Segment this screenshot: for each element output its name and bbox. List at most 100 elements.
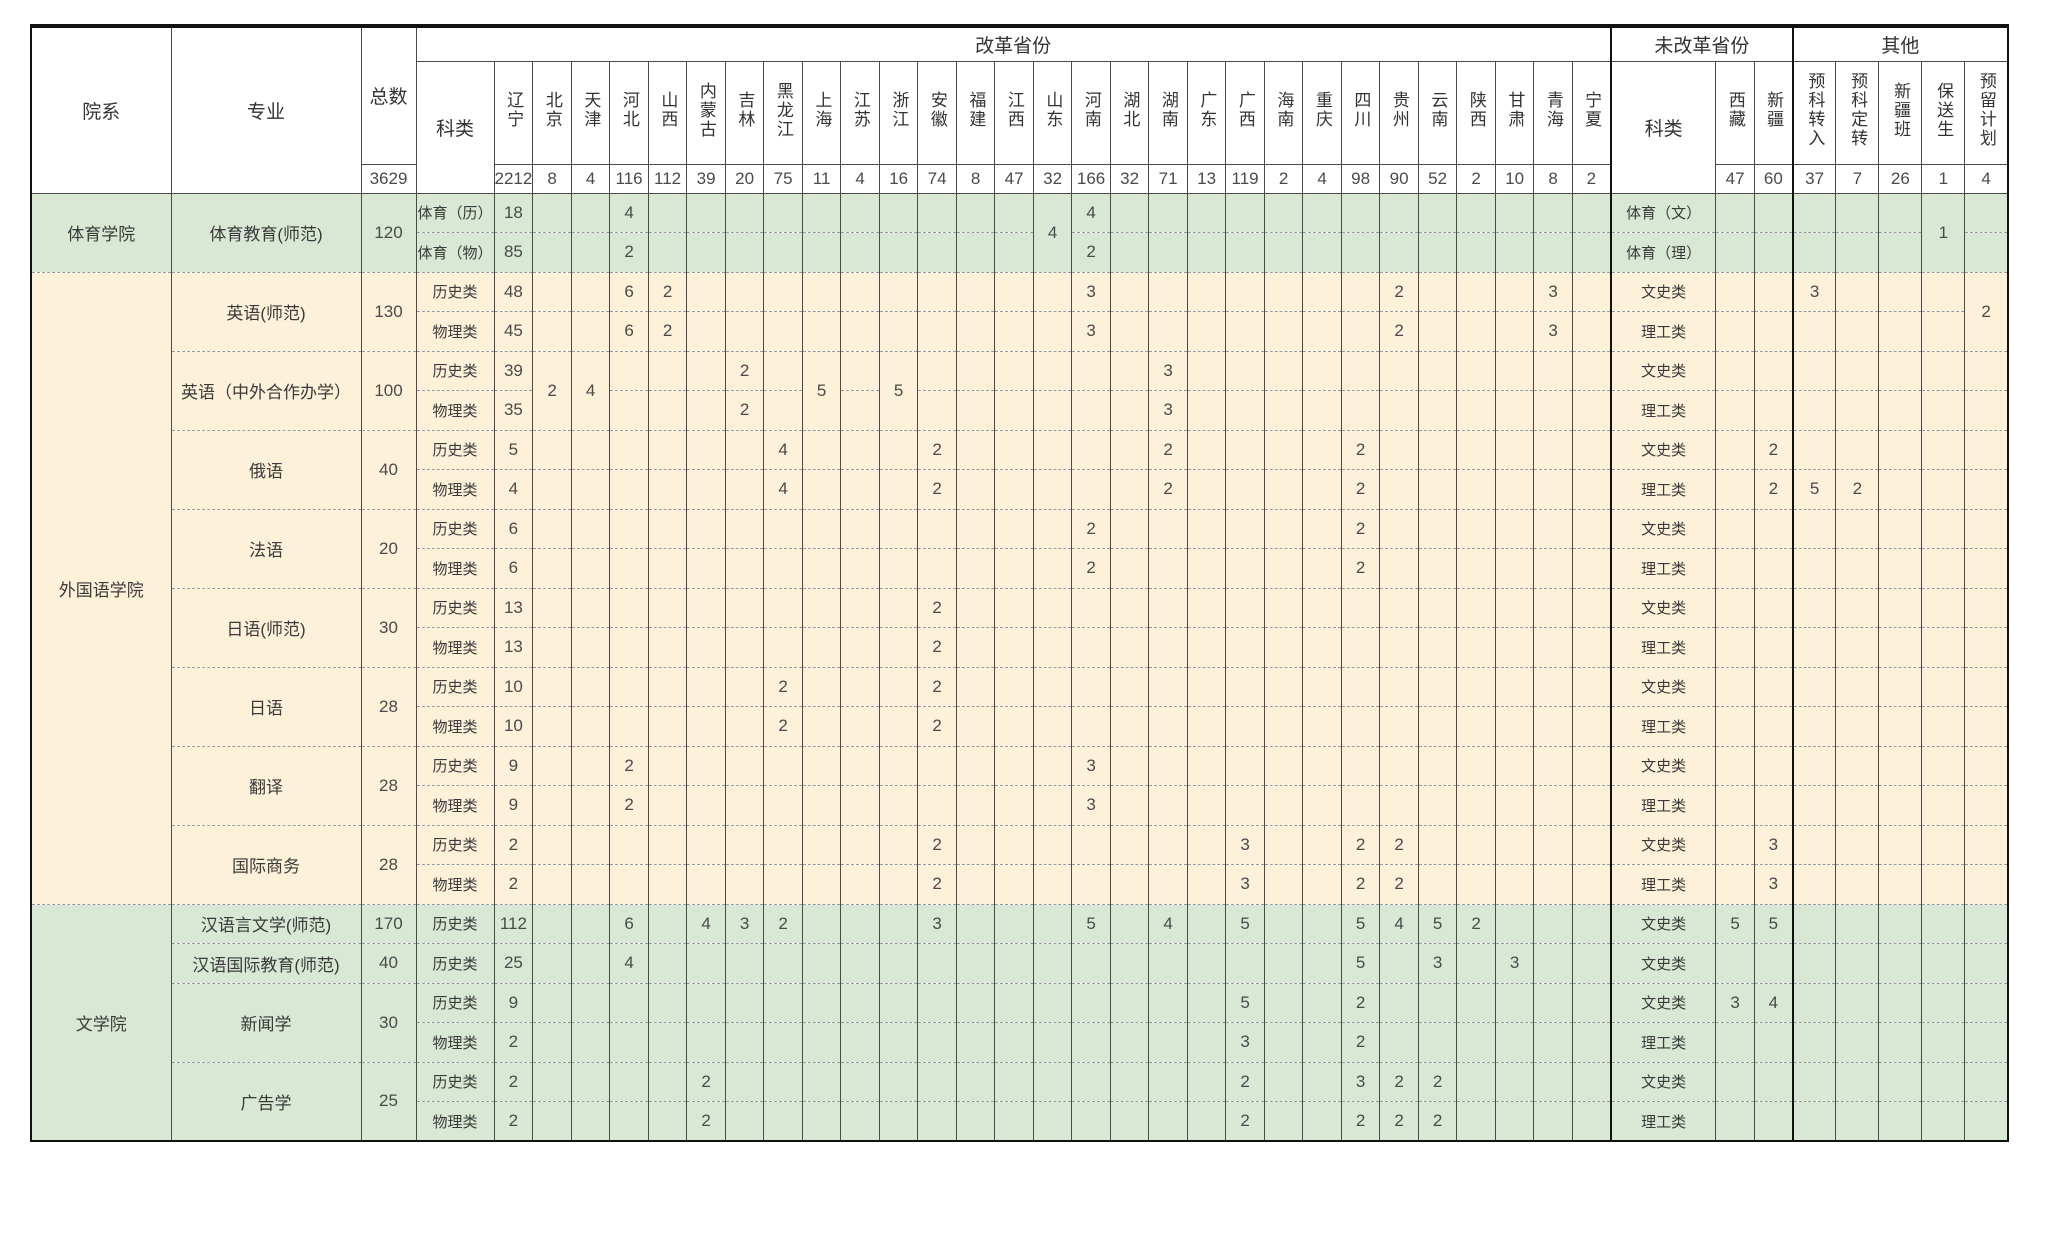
value-cell-p22: 2 xyxy=(1340,982,1381,1023)
value-cell-p5 xyxy=(686,390,726,431)
value-cell-p23 xyxy=(1379,232,1419,273)
value-cell-p25 xyxy=(1456,943,1496,984)
value-cell-p4 xyxy=(647,666,688,707)
value-cell-p6 xyxy=(724,745,765,786)
value-cell-p2 xyxy=(570,548,611,589)
province-total-cell-26: 10 xyxy=(1494,163,1535,194)
province-header-9-label: 江苏 xyxy=(850,91,870,129)
value-cell-p24 xyxy=(1417,548,1458,589)
nr-category-cell: 文史类 xyxy=(1609,1061,1717,1102)
value-cell-p3 xyxy=(609,548,649,589)
value-cell-p22 xyxy=(1340,271,1381,312)
value-cell-p4 xyxy=(647,548,688,589)
value-cell-p5 xyxy=(686,943,726,984)
value-cell-p26 xyxy=(1494,903,1535,944)
province-total-cell-3: 116 xyxy=(609,163,649,194)
value-cell-o4 xyxy=(1964,192,2009,233)
value-cell-p23: 4 xyxy=(1379,903,1419,944)
value-cell-p10 xyxy=(878,943,919,984)
nr-province-header-0-label: 西藏 xyxy=(1725,91,1745,129)
value-cell-p5 xyxy=(686,745,726,786)
nr-category-cell: 理工类 xyxy=(1609,1022,1717,1063)
value-cell-p11 xyxy=(917,785,957,826)
major-cell: 英语(师范) xyxy=(170,271,362,352)
value-cell-p9 xyxy=(840,1061,880,1102)
value-cell-p0: 4 xyxy=(493,469,534,510)
value-cell-p14 xyxy=(1032,903,1073,944)
value-cell-p10 xyxy=(878,1061,919,1102)
value-cell-n0: 3 xyxy=(1715,982,1755,1023)
value-cell-p22: 2 xyxy=(1340,469,1381,510)
value-cell-p22 xyxy=(1340,232,1381,273)
value-cell-p13 xyxy=(994,350,1034,391)
major-cell: 法语 xyxy=(170,508,362,589)
value-cell-p28 xyxy=(1571,232,1612,273)
value-cell-p20 xyxy=(1263,508,1304,549)
value-cell-p26 xyxy=(1494,587,1535,628)
category-cell: 历史类 xyxy=(415,982,495,1023)
value-cell-p21 xyxy=(1302,666,1342,707)
value-cell-p28 xyxy=(1571,903,1612,944)
nr-category-cell: 文史类 xyxy=(1609,508,1717,549)
category-cell: 物理类 xyxy=(415,864,495,905)
value-cell-p4 xyxy=(647,785,688,826)
province-header-14-label: 山东 xyxy=(1043,91,1063,129)
value-cell-p22: 3 xyxy=(1340,1061,1381,1102)
value-cell-p16 xyxy=(1109,192,1150,233)
province-header-24: 云南 xyxy=(1417,60,1458,165)
dept-column-header: 院系 xyxy=(30,25,172,194)
major-total-cell: 28 xyxy=(360,745,417,826)
value-cell-p27 xyxy=(1533,666,1573,707)
value-cell-p25 xyxy=(1456,666,1496,707)
value-cell-o0 xyxy=(1791,232,1837,273)
value-cell-p4 xyxy=(647,232,688,273)
province-header-13-label: 江西 xyxy=(1004,91,1024,129)
value-cell-p16 xyxy=(1109,706,1150,747)
value-cell-p24 xyxy=(1417,232,1458,273)
province-header-28-label: 宁夏 xyxy=(1582,91,1602,129)
value-cell-p17 xyxy=(1148,824,1188,865)
value-cell-o0 xyxy=(1791,706,1837,747)
province-header-1-label: 北京 xyxy=(542,91,562,129)
value-cell-p12 xyxy=(955,627,996,668)
other-column-header-0: 预科转入 xyxy=(1791,60,1837,165)
nr-category-cell: 文史类 xyxy=(1609,666,1717,707)
province-header-17-label: 湖南 xyxy=(1158,91,1178,129)
value-cell-p10: 5 xyxy=(878,350,919,431)
value-cell-o0 xyxy=(1791,548,1837,589)
value-cell-p11 xyxy=(917,982,957,1023)
value-cell-p10 xyxy=(878,627,919,668)
value-cell-p0: 39 xyxy=(493,350,534,391)
value-cell-p19 xyxy=(1225,390,1265,431)
value-cell-p0: 18 xyxy=(493,192,534,233)
value-cell-p2 xyxy=(570,824,611,865)
value-cell-o1 xyxy=(1835,706,1880,747)
other-column-header-4: 预留计划 xyxy=(1964,60,2009,165)
value-cell-p17: 2 xyxy=(1148,429,1188,470)
value-cell-n1: 4 xyxy=(1753,982,1794,1023)
value-cell-p6 xyxy=(724,429,765,470)
value-cell-p20 xyxy=(1263,1061,1304,1102)
value-cell-p26 xyxy=(1494,548,1535,589)
reform-category-header: 科类 xyxy=(415,60,495,194)
value-cell-p21 xyxy=(1302,192,1342,233)
value-cell-p27 xyxy=(1533,232,1573,273)
value-cell-p8 xyxy=(801,271,842,312)
value-cell-n0 xyxy=(1715,785,1755,826)
value-cell-p26 xyxy=(1494,627,1535,668)
value-cell-p9 xyxy=(840,548,880,589)
major-cell: 国际商务 xyxy=(170,824,362,905)
value-cell-p10 xyxy=(878,508,919,549)
province-header-21: 重庆 xyxy=(1302,60,1342,165)
value-cell-p3 xyxy=(609,1022,649,1063)
value-cell-p3: 4 xyxy=(609,192,649,233)
province-header-17: 湖南 xyxy=(1148,60,1188,165)
value-cell-p6: 2 xyxy=(724,390,765,431)
value-cell-p22: 2 xyxy=(1340,429,1381,470)
value-cell-p6 xyxy=(724,706,765,747)
major-total-cell: 130 xyxy=(360,271,417,352)
value-cell-p27 xyxy=(1533,192,1573,233)
value-cell-n1 xyxy=(1753,745,1794,786)
value-cell-p9 xyxy=(840,311,880,352)
value-cell-p0: 9 xyxy=(493,982,534,1023)
